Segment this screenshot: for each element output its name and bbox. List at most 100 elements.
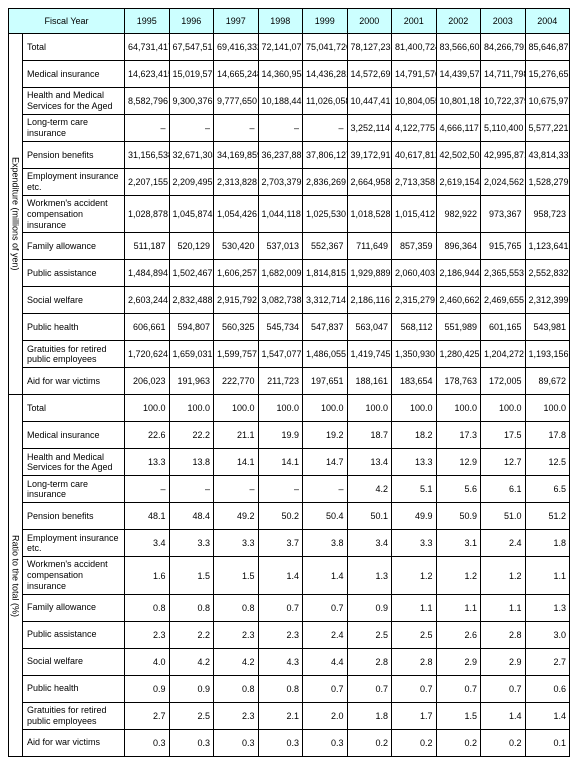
data-cell: 3,252,114	[347, 115, 392, 142]
data-cell: 3.7	[258, 530, 303, 557]
data-cell: 2,915,792	[214, 287, 259, 314]
data-cell: 100.0	[481, 395, 526, 422]
data-cell: 1.8	[347, 702, 392, 729]
data-cell: 2.7	[525, 648, 570, 675]
data-cell: 3.0	[525, 621, 570, 648]
data-cell: 18.2	[392, 422, 437, 449]
data-cell: 0.2	[347, 729, 392, 756]
data-cell: 19.2	[303, 422, 348, 449]
data-cell: 530,420	[214, 233, 259, 260]
data-cell: 2.5	[347, 621, 392, 648]
data-cell: 568,112	[392, 314, 437, 341]
data-cell: 982,922	[436, 196, 481, 233]
data-cell: 4.0	[125, 648, 170, 675]
data-cell: 14,439,575	[436, 61, 481, 88]
data-cell: 100.0	[258, 395, 303, 422]
data-cell: 81,400,724	[392, 34, 437, 61]
data-cell: 51.2	[525, 503, 570, 530]
data-cell: 9,300,376	[169, 88, 214, 115]
data-cell: 78,127,238	[347, 34, 392, 61]
data-cell: 50.2	[258, 503, 303, 530]
data-cell: 1.3	[347, 557, 392, 594]
data-cell: 0.2	[436, 729, 481, 756]
row-label: Health and Medical Services for the Aged	[23, 88, 125, 115]
data-cell: 1.7	[392, 702, 437, 729]
data-cell: 14.1	[258, 449, 303, 476]
row-label: Employment insurance etc.	[23, 530, 125, 557]
data-cell: 42,995,871	[481, 142, 526, 169]
data-cell: 537,013	[258, 233, 303, 260]
table-row: Aid for war victims0.30.30.30.30.30.20.2…	[9, 729, 570, 756]
data-cell: 89,672	[525, 368, 570, 395]
year-col: 1995	[125, 9, 170, 34]
data-cell: 3.1	[436, 530, 481, 557]
data-cell: 3.4	[125, 530, 170, 557]
data-cell: –	[303, 115, 348, 142]
data-cell: –	[258, 115, 303, 142]
year-col: 1997	[214, 9, 259, 34]
data-cell: 36,237,881	[258, 142, 303, 169]
data-cell: –	[303, 476, 348, 503]
data-cell: 1,547,077	[258, 341, 303, 368]
data-cell: 42,502,502	[436, 142, 481, 169]
table-row: Public assistance1,484,8941,502,4671,606…	[9, 260, 570, 287]
row-label: Public health	[23, 675, 125, 702]
data-cell: 3.4	[347, 530, 392, 557]
data-cell: 14,436,281	[303, 61, 348, 88]
table-header: Fiscal Year 1995 1996 1997 1998 1999 200…	[9, 9, 570, 34]
table-row: Ratio to the total (%)Total100.0100.0100…	[9, 395, 570, 422]
data-cell: 72,141,071	[258, 34, 303, 61]
data-cell: 4.2	[169, 648, 214, 675]
data-cell: 43,814,337	[525, 142, 570, 169]
data-cell: 2,552,832	[525, 260, 570, 287]
table-row: Workmen's accident compensation insuranc…	[9, 196, 570, 233]
data-cell: 50.1	[347, 503, 392, 530]
table-body: Expenditure (millions of yen)Total64,731…	[9, 34, 570, 757]
data-cell: 5,577,221	[525, 115, 570, 142]
row-label: Aid for war victims	[23, 729, 125, 756]
data-cell: 15,276,653	[525, 61, 570, 88]
data-cell: 1,123,641	[525, 233, 570, 260]
table-row: Long-term care insurance–––––4.25.15.66.…	[9, 476, 570, 503]
data-cell: 601,165	[481, 314, 526, 341]
data-cell: 3,082,738	[258, 287, 303, 314]
data-cell: –	[214, 476, 259, 503]
table-row: Public health606,661594,807560,325545,73…	[9, 314, 570, 341]
data-cell: 10,801,187	[436, 88, 481, 115]
row-label: Public assistance	[23, 621, 125, 648]
data-cell: 22.6	[125, 422, 170, 449]
data-cell: 14,791,576	[392, 61, 437, 88]
data-cell: 973,367	[481, 196, 526, 233]
data-cell: 0.7	[303, 594, 348, 621]
data-cell: 50.4	[303, 503, 348, 530]
fiscal-year-header: Fiscal Year	[9, 9, 125, 34]
row-label: Gratuities for retired public employees	[23, 341, 125, 368]
data-cell: 1,025,530	[303, 196, 348, 233]
data-cell: 2,832,488	[169, 287, 214, 314]
data-cell: 1,280,425	[436, 341, 481, 368]
data-cell: 10,675,977	[525, 88, 570, 115]
table-row: Health and Medical Services for the Aged…	[9, 449, 570, 476]
data-cell: 2.4	[481, 530, 526, 557]
data-cell: 206,023	[125, 368, 170, 395]
year-col: 2003	[481, 9, 526, 34]
data-cell: 2,315,279	[392, 287, 437, 314]
data-cell: 1,193,156	[525, 341, 570, 368]
data-cell: 1,528,279	[525, 169, 570, 196]
data-cell: 2,619,154	[436, 169, 481, 196]
data-cell: 1,659,031	[169, 341, 214, 368]
data-cell: 0.7	[258, 594, 303, 621]
year-col: 2000	[347, 9, 392, 34]
data-cell: 2,207,155	[125, 169, 170, 196]
data-cell: 12.5	[525, 449, 570, 476]
year-col: 2002	[436, 9, 481, 34]
data-cell: 183,654	[392, 368, 437, 395]
data-cell: 211,723	[258, 368, 303, 395]
row-label: Aid for war victims	[23, 368, 125, 395]
data-cell: 21.1	[214, 422, 259, 449]
data-cell: 50.9	[436, 503, 481, 530]
data-cell: 547,837	[303, 314, 348, 341]
data-cell: 13.4	[347, 449, 392, 476]
data-cell: 2.6	[436, 621, 481, 648]
table-row: Long-term care insurance–––––3,252,1144,…	[9, 115, 570, 142]
